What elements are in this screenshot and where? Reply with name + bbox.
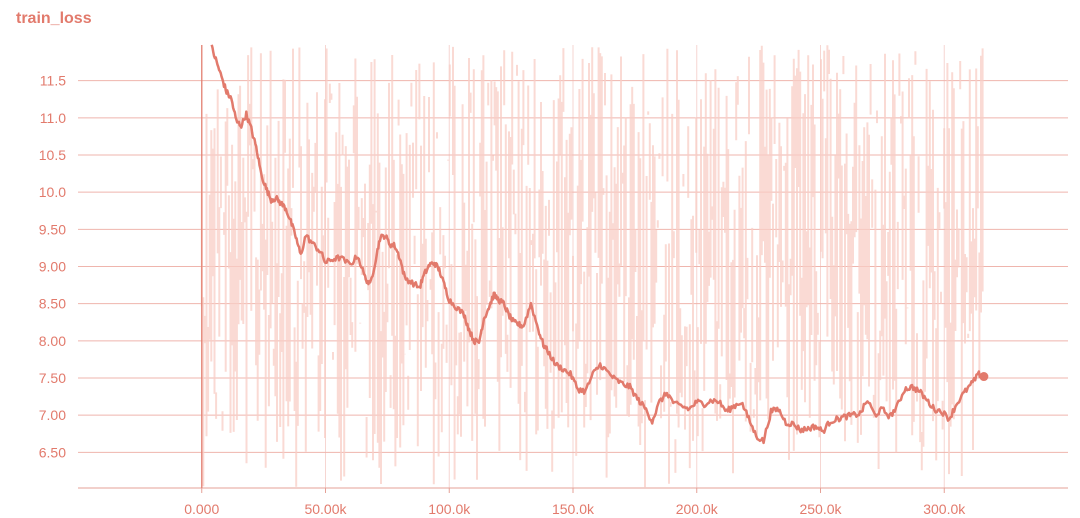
- smoothed-series-line: [210, 44, 985, 445]
- tick-labels: 6.50 7.00 7.50 8.00 8.50 9.00 9.50 10.0 10.5 11.0…: [39, 73, 967, 517]
- x-tick-label: 100.0k: [428, 501, 471, 517]
- y-tick-label: 9.50: [39, 221, 66, 237]
- x-tick-label: 50.00k: [304, 501, 347, 517]
- x-tick-label: 300.0k: [923, 501, 966, 517]
- y-tick-label: 7.50: [39, 370, 66, 386]
- y-tick-label: 11.0: [40, 110, 66, 126]
- end-point-marker: [979, 372, 989, 382]
- smoothed-series: [210, 44, 989, 445]
- x-tick-label: 150.0k: [552, 501, 595, 517]
- y-tick-label: 6.50: [39, 444, 66, 460]
- y-tick-label: 8.00: [39, 333, 66, 349]
- y-tick-label: 11.5: [40, 73, 66, 89]
- y-tick-label: 7.00: [39, 407, 66, 423]
- y-tick-label: 8.50: [39, 296, 66, 312]
- y-tick-label: 10.0: [39, 184, 66, 200]
- y-tick-label: 9.00: [39, 259, 66, 275]
- x-tick-label: 200.0k: [676, 501, 719, 517]
- x-tick-label: 250.0k: [799, 501, 842, 517]
- x-tick-label: 0.000: [184, 501, 219, 517]
- axis-layer: [78, 45, 1068, 493]
- chart-title: train_loss: [16, 10, 92, 27]
- y-tick-label: 10.5: [39, 147, 66, 163]
